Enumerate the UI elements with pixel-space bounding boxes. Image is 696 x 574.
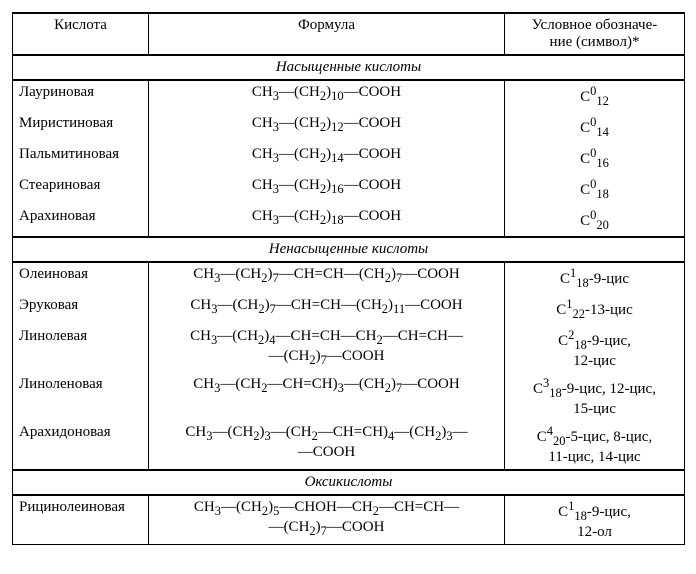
symbol: C420-5-цис, 8-цис,11-цис, 14-цис bbox=[505, 421, 685, 470]
symbol: C122-13-цис bbox=[505, 294, 685, 325]
symbol: C012 bbox=[505, 80, 685, 112]
formula: CH3—(CH2)10—COOH bbox=[149, 80, 505, 112]
acid-name: Линоленовая bbox=[13, 373, 149, 421]
table-body: Насыщенные кислотыЛауриноваяCH3—(CH2)10—… bbox=[13, 55, 685, 545]
formula: CH3—(CH2)4—CH=CH—CH2—CH=CH——(CH2)7—COOH bbox=[149, 325, 505, 373]
col-header-symbol-l2: ние (символ)* bbox=[550, 34, 640, 50]
symbol: C016 bbox=[505, 143, 685, 174]
acid-name: Лауриновая bbox=[13, 80, 149, 112]
formula: CH3—(CH2)7—CH=CH—(CH2)11—COOH bbox=[149, 294, 505, 325]
table-row: АрахиноваяCH3—(CH2)18—COOHC020 bbox=[13, 205, 685, 237]
formula: CH3—(CH2)12—COOH bbox=[149, 112, 505, 143]
section-header: Насыщенные кислоты bbox=[13, 55, 685, 80]
fatty-acids-table: Кислота Формула Условное обозначе- ние (… bbox=[12, 12, 685, 545]
formula: CH3—(CH2)5—CHOH—CH2—CH=CH——(CH2)7—COOH bbox=[149, 495, 505, 545]
acid-name: Олеиновая bbox=[13, 262, 149, 294]
symbol: C020 bbox=[505, 205, 685, 237]
table-row: РицинолеиноваяCH3—(CH2)5—CHOH—CH2—CH=CH—… bbox=[13, 495, 685, 545]
acid-name: Стеариновая bbox=[13, 174, 149, 205]
acid-name: Рицинолеиновая bbox=[13, 495, 149, 545]
acid-name: Арахидоновая bbox=[13, 421, 149, 470]
col-header-formula: Формула bbox=[149, 13, 505, 55]
table-row: ЛинолеваяCH3—(CH2)4—CH=CH—CH2—CH=CH——(CH… bbox=[13, 325, 685, 373]
section-header: Ненасыщенные кислоты bbox=[13, 237, 685, 262]
table-row: ЛиноленоваяCH3—(CH2—CH=CH)3—(CH2)7—COOHC… bbox=[13, 373, 685, 421]
formula: CH3—(CH2)7—CH=CH—(CH2)7—COOH bbox=[149, 262, 505, 294]
formula: CH3—(CH2)18—COOH bbox=[149, 205, 505, 237]
col-header-acid: Кислота bbox=[13, 13, 149, 55]
symbol: C318-9-цис, 12-цис,15-цис bbox=[505, 373, 685, 421]
col-header-symbol-l1: Условное обозначе- bbox=[532, 17, 658, 33]
table-row: ПальмитиноваяCH3—(CH2)14—COOHC016 bbox=[13, 143, 685, 174]
acid-name: Миристиновая bbox=[13, 112, 149, 143]
acid-name: Эруковая bbox=[13, 294, 149, 325]
symbol: C118-9-цис,12-ол bbox=[505, 495, 685, 545]
section-header: Оксикислоты bbox=[13, 470, 685, 495]
table-row: ЛауриноваяCH3—(CH2)10—COOHC012 bbox=[13, 80, 685, 112]
formula: CH3—(CH2)16—COOH bbox=[149, 174, 505, 205]
symbol: C014 bbox=[505, 112, 685, 143]
table-row: ОлеиноваяCH3—(CH2)7—CH=CH—(CH2)7—COOHC11… bbox=[13, 262, 685, 294]
table-row: МиристиноваяCH3—(CH2)12—COOHC014 bbox=[13, 112, 685, 143]
symbol: C218-9-цис,12-цис bbox=[505, 325, 685, 373]
symbol: C118-9-цис bbox=[505, 262, 685, 294]
formula: CH3—(CH2)14—COOH bbox=[149, 143, 505, 174]
col-header-symbol: Условное обозначе- ние (символ)* bbox=[505, 13, 685, 55]
table-row: ЭруковаяCH3—(CH2)7—CH=CH—(CH2)11—COOHC12… bbox=[13, 294, 685, 325]
formula: CH3—(CH2)3—(CH2—CH=CH)4—(CH2)3——COOH bbox=[149, 421, 505, 470]
acid-name: Арахиновая bbox=[13, 205, 149, 237]
symbol: C018 bbox=[505, 174, 685, 205]
table-row: СтеариноваяCH3—(CH2)16—COOHC018 bbox=[13, 174, 685, 205]
acid-name: Пальмитиновая bbox=[13, 143, 149, 174]
table-header: Кислота Формула Условное обозначе- ние (… bbox=[13, 13, 685, 55]
acid-name: Линолевая bbox=[13, 325, 149, 373]
formula: CH3—(CH2—CH=CH)3—(CH2)7—COOH bbox=[149, 373, 505, 421]
table-row: АрахидоноваяCH3—(CH2)3—(CH2—CH=CH)4—(CH2… bbox=[13, 421, 685, 470]
